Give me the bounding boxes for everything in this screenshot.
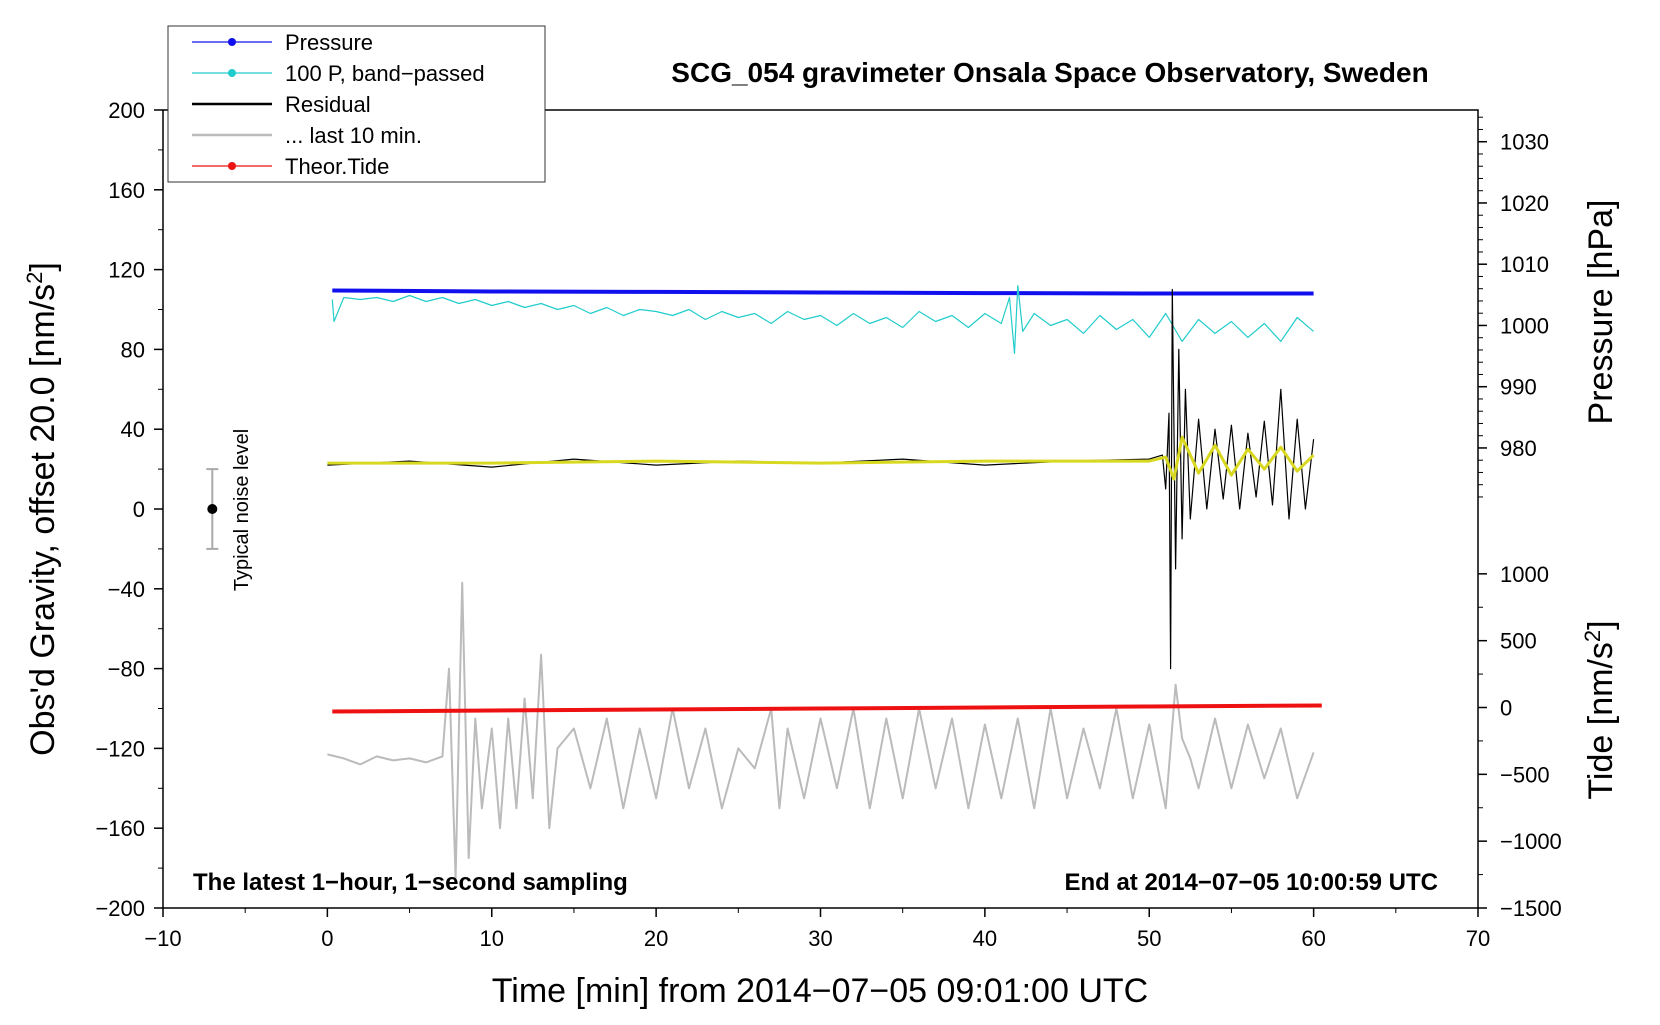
y-tick-label: −200 (95, 896, 145, 921)
tide-axis-title-sup: 2 (1580, 630, 1605, 642)
legend-items: Pressure 100 P, band−passed Residual ... la… (192, 30, 485, 179)
tide-axis-title: Tide [nm/s2] (1580, 620, 1621, 799)
legend-label: Theor.Tide (285, 154, 389, 179)
tide-tick-label: 1000 (1500, 562, 1549, 587)
x-tick-label: −10 (144, 926, 181, 951)
tide-tick-label: −500 (1500, 762, 1550, 787)
y-axis-title-sup: 2 (22, 272, 47, 284)
x-tick-label: 30 (808, 926, 832, 951)
tide-tick-label: −1500 (1500, 896, 1562, 921)
legend-swatch-marker (228, 38, 236, 46)
legend: Pressure 100 P, band−passed Residual ... la… (167, 25, 546, 183)
series-line-5 (332, 703, 1322, 714)
legend-swatch-marker (228, 162, 236, 170)
y-tick-label: −160 (95, 816, 145, 841)
legend-label: Residual (285, 92, 371, 117)
legend-label: Pressure (285, 30, 373, 55)
pressure-tick-label: 1030 (1500, 130, 1549, 155)
series-line-2 (327, 288, 1315, 670)
x-tick-label: 20 (644, 926, 668, 951)
series-line-0 (332, 288, 1314, 296)
x-tick-label: 50 (1137, 926, 1161, 951)
pressure-tick-label: 1000 (1500, 313, 1549, 338)
noise-label: Typical noise level (231, 429, 253, 591)
noise-indicator: Typical noise level (206, 429, 253, 591)
y-tick-label: −40 (108, 577, 145, 602)
legend-swatch-marker (228, 69, 236, 77)
chart-title: SCG_054 gravimeter Onsala Space Observat… (671, 57, 1428, 88)
legend-label: 100 P, band−passed (285, 61, 485, 86)
y-tick-label: 0 (133, 497, 145, 522)
y-axis-title: Obs'd Gravity, offset 20.0 [nm/s2] (22, 262, 63, 756)
legend-label: ... last 10 min. (285, 123, 422, 148)
x-axis-title: Time [min] from 2014−07−05 09:01:00 UTC (492, 972, 1148, 1010)
series-line-3 (327, 435, 1315, 481)
pressure-tick-label: 990 (1500, 375, 1537, 400)
pressure-tick-label: 1010 (1500, 252, 1549, 277)
y-axis-title-close: ] (24, 262, 62, 271)
pressure-tick-label: 980 (1500, 436, 1537, 461)
y-tick-label: −120 (95, 736, 145, 761)
plot-frame (162, 109, 1479, 909)
note-right: End at 2014−07−05 10:00:59 UTC (1064, 869, 1438, 896)
y-tick-label: −80 (108, 657, 145, 682)
y-tick-label: 200 (108, 98, 145, 123)
x-tick-label: 10 (480, 926, 504, 951)
tide-tick-label: 0 (1500, 696, 1512, 721)
x-tick-label: 70 (1466, 926, 1490, 951)
x-tick-label: 60 (1301, 926, 1325, 951)
series-layer (327, 285, 1322, 880)
y-tick-label: 40 (121, 417, 145, 442)
series-line-4 (327, 581, 1315, 880)
noise-dot (207, 504, 218, 514)
y-tick-label: 160 (108, 178, 145, 203)
pressure-tick-label: 1020 (1500, 191, 1549, 216)
y-axis-title-text: Obs'd Gravity, offset 20.0 [nm/s (24, 284, 62, 756)
y-tick-label: 80 (121, 337, 145, 362)
x-tick-label: 0 (321, 926, 333, 951)
series-line-1 (331, 285, 1314, 354)
pressure-axis-title: Pressure [hPa] (1582, 200, 1620, 425)
note-left: The latest 1−hour, 1−second sampling (193, 869, 628, 896)
x-tick-label: 40 (973, 926, 997, 951)
tide-axis-title-text: Tide [nm/s (1582, 642, 1620, 799)
y-tick-label: 120 (108, 258, 145, 283)
tide-axis-title-close: ] (1582, 620, 1620, 629)
tide-tick-label: 500 (1500, 629, 1537, 654)
tide-tick-label: −1000 (1500, 829, 1562, 854)
ticks-layer: −10 0 10 20 30 40 50 60 70−200−160−120−80−400408… (95, 98, 1561, 951)
